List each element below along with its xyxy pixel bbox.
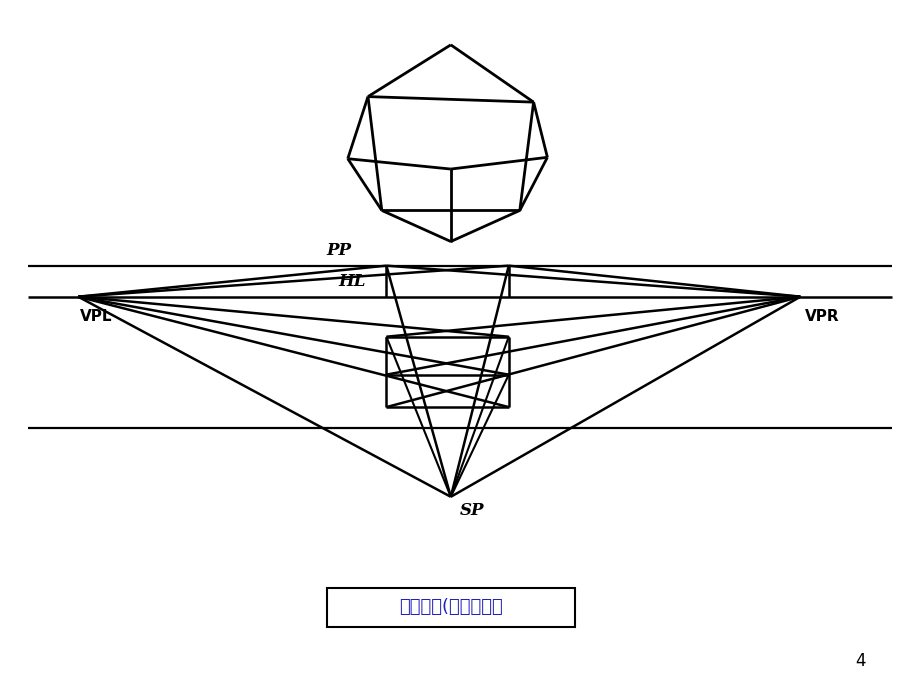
Text: PP: PP — [326, 241, 351, 259]
Text: SP: SP — [460, 502, 484, 520]
Text: VPL: VPL — [80, 309, 112, 324]
Text: HL: HL — [338, 273, 366, 290]
Text: 两点透视(成角透视）: 两点透视(成角透视） — [399, 598, 502, 616]
Text: 两点透视(成角透视）: 两点透视(成角透视） — [399, 598, 502, 616]
FancyBboxPatch shape — [326, 588, 574, 627]
Text: VPR: VPR — [804, 309, 839, 324]
Text: 4: 4 — [854, 652, 865, 670]
